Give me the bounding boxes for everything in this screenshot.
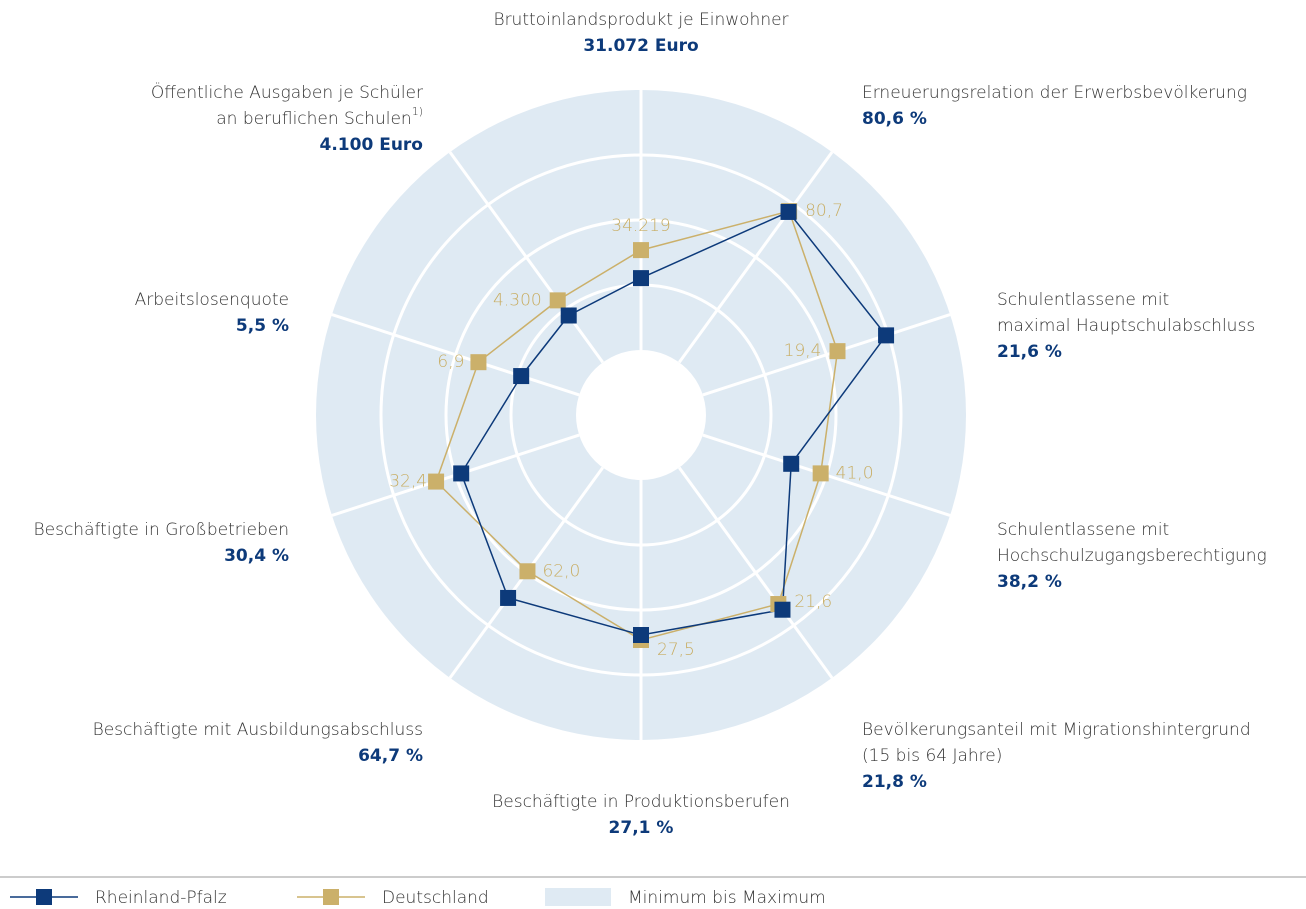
axis-value: 80,6 %: [862, 109, 927, 129]
axis-value: 30,4 %: [224, 546, 289, 566]
axis-spoke: [448, 151, 605, 364]
data-label: 80,7: [805, 201, 843, 221]
axis-label: Hochschulzugangsberechtigung: [997, 546, 1267, 566]
axis-value: 31.072 Euro: [583, 36, 698, 56]
marker: [783, 455, 800, 472]
marker: [513, 368, 530, 385]
axis-label: Bruttoinlandsprodukt je Einwohner: [493, 10, 788, 30]
marker: [633, 627, 649, 643]
axis-label: Schulentlassene mit: [997, 290, 1169, 310]
center-hole: [576, 350, 706, 480]
data-label: 4.300: [493, 290, 542, 310]
axis-label: Öffentliche Ausgaben je Schüler: [151, 81, 423, 103]
marker: [560, 307, 577, 324]
axis-label: Beschäftigte in Großbetrieben: [34, 520, 290, 540]
axis-value: 5,5 %: [236, 316, 289, 336]
marker: [812, 465, 829, 482]
axis-label: Beschäftigte in Produktionsberufen: [492, 792, 790, 812]
marker: [519, 563, 536, 580]
data-label: 32,4: [389, 472, 427, 492]
marker: [633, 270, 649, 287]
legend-range-swatch: [545, 888, 611, 906]
marker: [829, 343, 846, 360]
axis-value: 64,7 %: [358, 746, 423, 766]
data-label: 6,9: [437, 352, 464, 372]
axis-label: Schulentlassene mit: [997, 520, 1169, 540]
axis-value: 38,2 %: [997, 572, 1062, 592]
marker: [500, 589, 517, 606]
legend-label: Rheinland-Pfalz: [95, 888, 227, 908]
axis-label: Erneuerungsrelation der Erwerbsbevölkeru…: [862, 83, 1247, 103]
marker: [470, 354, 487, 371]
marker: [549, 292, 566, 309]
marker: [633, 242, 649, 259]
axis-value: 21,8 %: [862, 772, 927, 792]
data-label: 41,0: [836, 463, 874, 483]
axis-value: 4.100 Euro: [320, 135, 423, 155]
axis-label: Bevölkerungsanteil mit Migrationshinterg…: [862, 720, 1251, 740]
marker: [878, 327, 895, 344]
axis-label: an beruflichen Schulen1): [216, 105, 423, 129]
legend-marker: [36, 889, 52, 905]
marker: [774, 601, 791, 618]
axis-spoke: [677, 151, 834, 364]
footnote-mark: 1): [412, 105, 423, 118]
marker: [428, 473, 445, 490]
axis-spoke: [677, 466, 834, 679]
axis-label: Arbeitslosenquote: [135, 290, 289, 310]
axis-value: 27,1 %: [609, 818, 674, 838]
axis-label: Beschäftigte mit Ausbildungsabschluss: [93, 720, 423, 740]
legend-label: Minimum bis Maximum: [628, 888, 826, 908]
marker: [453, 465, 470, 482]
data-label: 19,4: [784, 341, 822, 361]
axis-label: maximal Hauptschulabschluss: [997, 316, 1255, 336]
axis-label: (15 bis 64 Jahre): [862, 746, 1002, 766]
marker: [780, 203, 797, 220]
axis-spoke: [702, 313, 951, 397]
data-label: 27,5: [657, 640, 695, 660]
data-label: 21,6: [794, 592, 832, 612]
axis-label-line: an beruflichen Schulen: [216, 109, 411, 129]
axis-value: 21,6 %: [997, 342, 1062, 362]
legend-label: Deutschland: [382, 888, 489, 908]
data-label: 62,0: [542, 561, 580, 581]
legend-marker: [323, 889, 339, 905]
axis-spoke: [331, 313, 580, 397]
data-label: 34.219: [611, 216, 670, 236]
